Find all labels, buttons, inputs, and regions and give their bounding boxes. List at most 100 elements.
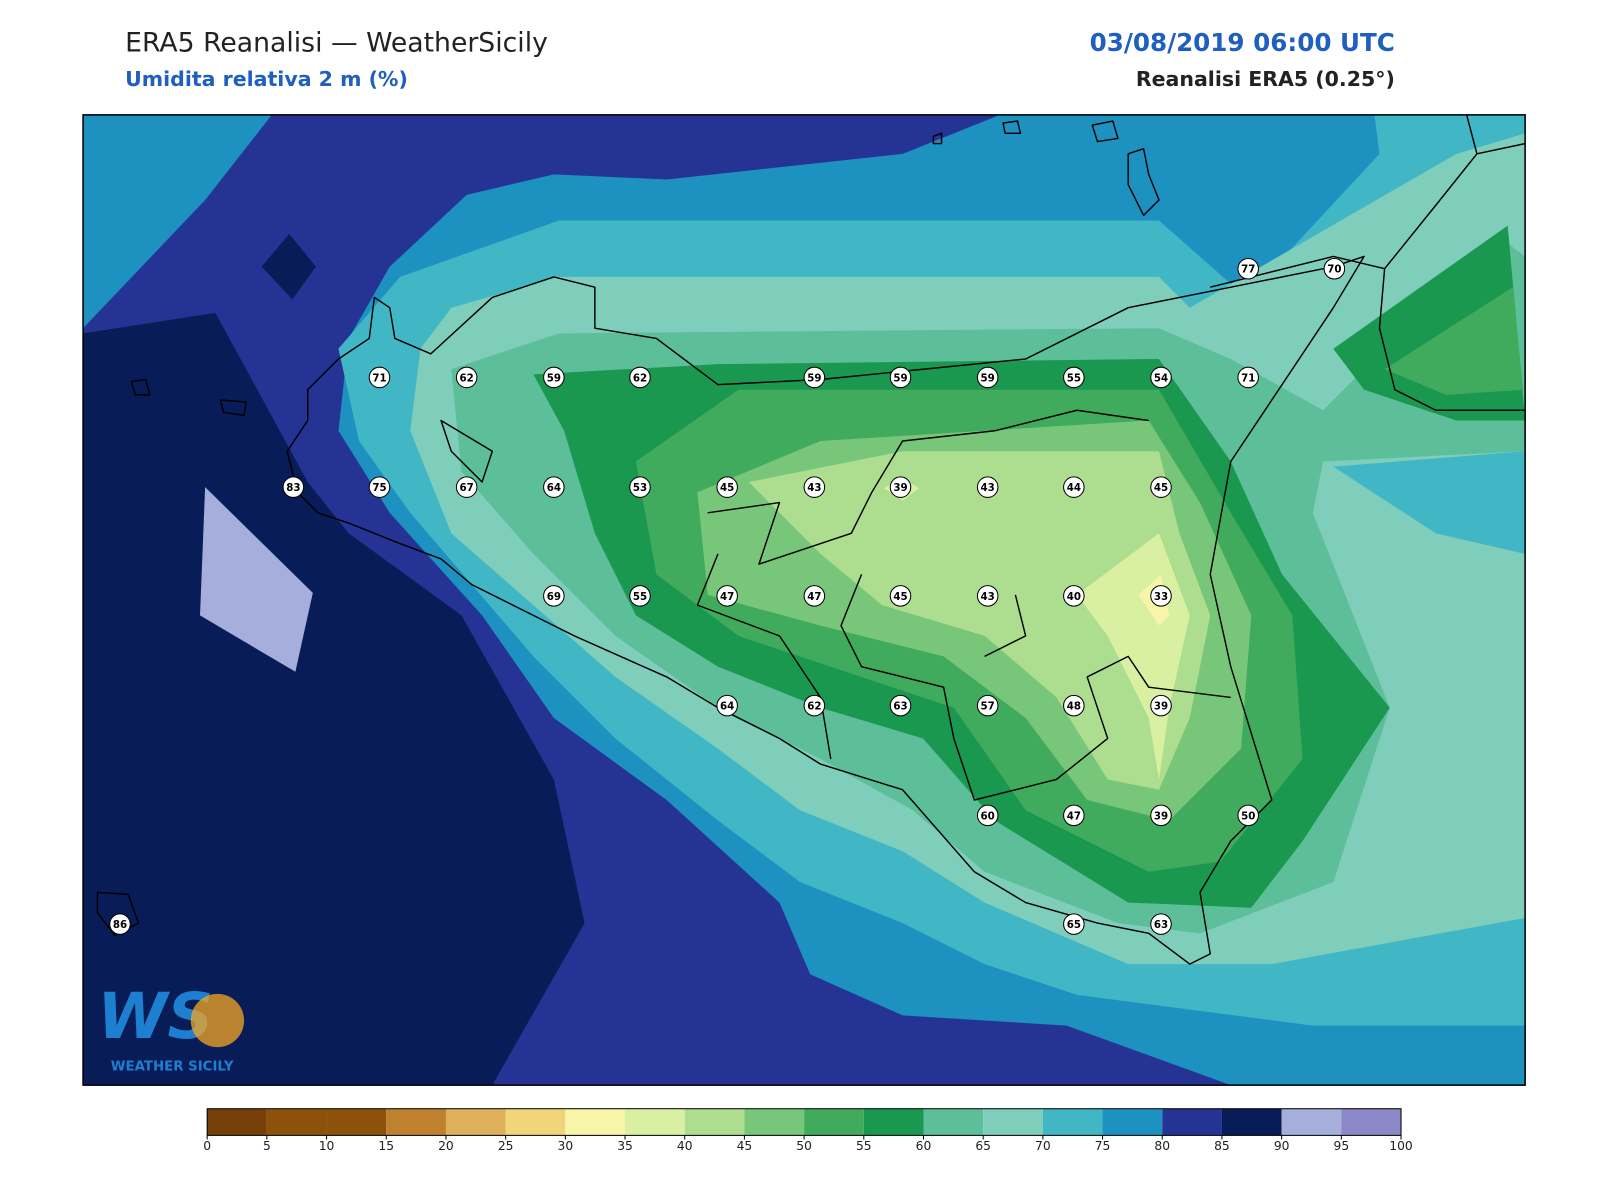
station-value: 59 xyxy=(981,372,995,384)
colorbar-segment xyxy=(386,1108,446,1136)
station-value: 43 xyxy=(807,482,821,494)
station-marker xyxy=(889,366,912,389)
colorbar-tick-label: 75 xyxy=(1095,1139,1111,1153)
station-value: 47 xyxy=(720,591,734,603)
station-value: 43 xyxy=(981,591,995,603)
station-value: 45 xyxy=(720,482,734,494)
station-value: 43 xyxy=(981,482,995,494)
station-marker xyxy=(629,366,651,389)
station-value: 48 xyxy=(1067,701,1081,713)
station-value: 39 xyxy=(1154,701,1168,713)
source: Reanalisi ERA5 (0.25°) xyxy=(1136,67,1395,91)
station-marker xyxy=(1063,585,1085,607)
station-marker xyxy=(455,476,478,498)
colorbar-segment xyxy=(445,1108,506,1136)
station-marker xyxy=(282,476,305,498)
station-value: 86 xyxy=(113,919,127,931)
station-marker xyxy=(1237,257,1259,280)
station-value: 50 xyxy=(1241,810,1255,822)
colorbar-segment xyxy=(505,1108,566,1136)
colorbar-tick-label: 5 xyxy=(263,1139,271,1153)
station-value: 62 xyxy=(460,372,474,384)
colorbar: 0 5 10 15 20 25 30 35 40 45 50 55 60 65 70 75 80 85 90 95 10… xyxy=(203,1108,1413,1153)
province-border xyxy=(440,409,1231,801)
station-marker xyxy=(1063,694,1085,717)
coastline xyxy=(286,255,1365,965)
stations: 77 70 71 62 59 62 59 59 59 55 54 71 83 75 67 64 53 45 43 39… xyxy=(109,257,1346,935)
station-marker xyxy=(629,585,651,607)
field xyxy=(1384,287,1524,395)
station-value: 64 xyxy=(720,701,734,713)
colorbar-segment xyxy=(804,1108,864,1136)
station-value: 75 xyxy=(372,482,386,494)
station-value: 64 xyxy=(547,482,561,494)
station-marker xyxy=(1063,476,1085,498)
station-marker xyxy=(976,366,999,389)
station-marker xyxy=(1323,257,1346,280)
station-marker xyxy=(976,694,999,717)
field xyxy=(748,451,1211,790)
station-value: 59 xyxy=(893,372,907,384)
station-marker xyxy=(803,585,826,607)
colorbar-tick-label: 30 xyxy=(558,1139,574,1153)
station-marker xyxy=(1150,476,1172,498)
field xyxy=(83,114,272,329)
colorbar-segment xyxy=(1221,1108,1282,1136)
station-value: 55 xyxy=(1067,372,1081,384)
datetime: 03/08/2019 06:00 UTC xyxy=(1090,28,1395,57)
colorbar-tick-label: 80 xyxy=(1154,1139,1170,1153)
station-marker xyxy=(455,366,478,389)
coastline xyxy=(1210,114,1526,411)
station-value: 57 xyxy=(981,701,995,713)
colorbar-tick-label: 95 xyxy=(1334,1139,1350,1153)
station-marker xyxy=(716,694,738,717)
station-marker xyxy=(1237,804,1259,827)
station-marker xyxy=(109,913,131,935)
station-marker xyxy=(368,476,391,498)
station-marker xyxy=(1237,366,1259,389)
station-marker xyxy=(1150,585,1172,607)
colorbar-segment xyxy=(1042,1108,1103,1136)
station-marker xyxy=(368,366,391,389)
colorbar-tick-label: 40 xyxy=(677,1139,693,1153)
station-value: 71 xyxy=(1241,372,1255,384)
station-value: 45 xyxy=(1154,482,1168,494)
map-frame xyxy=(82,114,1526,1086)
station-value: 44 xyxy=(1067,482,1081,494)
map: 77 70 71 62 59 62 59 59 59 55 54 71 83 75 67 64 53 45 43 39… xyxy=(83,114,1526,1086)
colorbar-segment xyxy=(1281,1108,1342,1136)
station-value: 55 xyxy=(633,591,647,603)
colorbar-segment xyxy=(266,1108,327,1136)
field xyxy=(200,487,313,672)
station-marker xyxy=(1063,804,1085,827)
station-value: 70 xyxy=(1327,264,1341,276)
station-marker xyxy=(889,694,912,717)
station-marker xyxy=(716,476,738,498)
colorbar-segment xyxy=(863,1108,924,1136)
station-value: 62 xyxy=(633,372,647,384)
colorbar-tick-label: 60 xyxy=(916,1139,932,1153)
station-marker xyxy=(543,366,565,389)
station-value: 65 xyxy=(1067,919,1081,931)
station-marker xyxy=(543,476,565,498)
colorbar-tick-label: 20 xyxy=(438,1139,454,1153)
colorbar-segment xyxy=(684,1108,745,1136)
title: ERA5 Reanalisi — WeatherSicily xyxy=(125,28,548,59)
colorbar-segment xyxy=(1341,1108,1402,1136)
station-marker xyxy=(976,476,999,498)
station-value: 40 xyxy=(1067,591,1081,603)
station-value: 47 xyxy=(1067,810,1081,822)
station-value: 69 xyxy=(547,591,561,603)
station-value: 54 xyxy=(1154,372,1168,384)
colorbar-tick-label: 90 xyxy=(1274,1139,1290,1153)
colorbar-segment xyxy=(923,1108,984,1136)
colorbar-segment xyxy=(1102,1108,1163,1136)
colorbar-tick-label: 70 xyxy=(1035,1139,1051,1153)
station-marker xyxy=(1150,694,1172,717)
station-marker xyxy=(716,585,738,607)
station-marker xyxy=(803,694,826,717)
subtitle: Umidita relativa 2 m (%) xyxy=(125,67,408,91)
station-value: 59 xyxy=(807,372,821,384)
colorbar-segment xyxy=(326,1108,387,1136)
